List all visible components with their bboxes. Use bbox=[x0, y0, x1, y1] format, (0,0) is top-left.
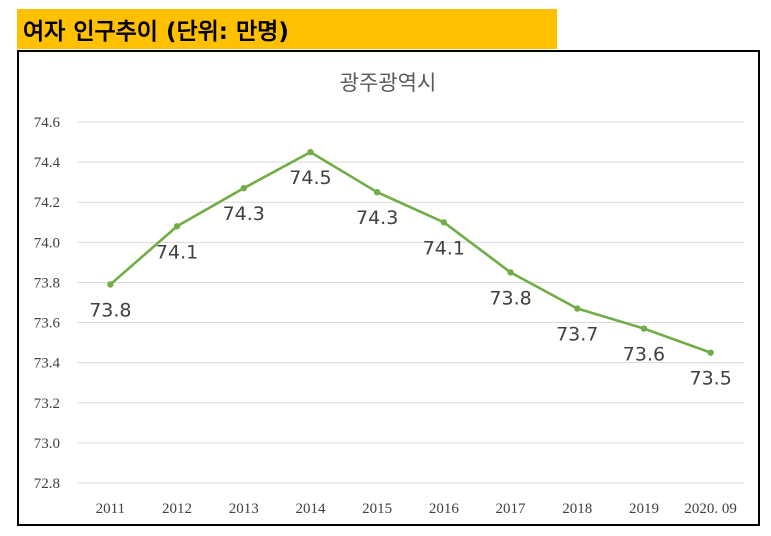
y-tick-label: 73.0 bbox=[34, 436, 60, 452]
y-tick-label: 74.4 bbox=[34, 155, 61, 171]
data-point bbox=[373, 188, 381, 196]
series-line bbox=[107, 148, 714, 356]
data-point bbox=[307, 148, 314, 156]
x-tick-label: 2020. 09 bbox=[684, 501, 737, 517]
x-tick-label: 2018 bbox=[562, 501, 592, 517]
data-point bbox=[507, 269, 514, 276]
y-tick-label: 74.6 bbox=[34, 115, 61, 131]
x-tick-label: 2016 bbox=[429, 501, 460, 517]
series-line-path bbox=[109, 150, 712, 354]
y-tick-label: 73.2 bbox=[34, 396, 60, 412]
x-axis: 2011 2012 2013 2014 2015 2016 2017 2018 2019 2020… bbox=[96, 501, 737, 517]
x-tick-label: 2014 bbox=[295, 501, 326, 517]
y-axis: 72.8 73.0 73.2 73.4 73.6 73.8 74.0 74.2 74.4 74.6 bbox=[34, 115, 61, 492]
data-label: 73.8 bbox=[489, 287, 531, 309]
data-point bbox=[173, 223, 181, 230]
x-tick-label: 2019 bbox=[629, 501, 659, 517]
data-label: 74.1 bbox=[156, 241, 198, 263]
data-label: 73.7 bbox=[556, 324, 598, 346]
x-tick-label: 2013 bbox=[229, 501, 259, 517]
x-tick-label: 2017 bbox=[496, 501, 527, 517]
data-point bbox=[240, 184, 247, 192]
y-tick-label: 72.8 bbox=[34, 476, 60, 492]
page-title: 여자 인구추이 (단위: 만명) bbox=[23, 19, 289, 45]
data-point bbox=[707, 349, 714, 356]
y-tick-label: 74.0 bbox=[34, 235, 60, 251]
data-label: 73.5 bbox=[689, 368, 731, 390]
data-label: 74.1 bbox=[423, 237, 465, 259]
x-tick-label: 2011 bbox=[96, 501, 125, 517]
header-bar: 여자 인구추이 (단위: 만명) bbox=[17, 9, 557, 49]
gridlines bbox=[77, 121, 744, 484]
y-tick-label: 73.6 bbox=[34, 316, 61, 332]
data-point bbox=[574, 305, 581, 312]
data-label: 73.8 bbox=[89, 299, 131, 321]
data-point bbox=[440, 219, 448, 226]
data-point bbox=[640, 325, 648, 332]
data-label: 73.6 bbox=[623, 344, 665, 366]
x-tick-label: 2015 bbox=[362, 501, 392, 517]
data-label: 74.5 bbox=[289, 167, 331, 189]
y-tick-label: 73.4 bbox=[34, 356, 61, 372]
y-tick-label: 73.8 bbox=[34, 275, 60, 291]
data-label: 74.3 bbox=[223, 203, 265, 225]
data-labels: 73.8 74.1 74.3 74.5 74.3 74.1 73.8 73.7 73.6 73.5 bbox=[89, 167, 732, 390]
y-tick-label: 74.2 bbox=[34, 195, 60, 211]
chart-frame bbox=[17, 50, 760, 526]
chart-title: 광주광역시 bbox=[340, 71, 437, 95]
x-tick-label: 2012 bbox=[162, 501, 192, 517]
data-label: 74.3 bbox=[356, 207, 398, 229]
data-point bbox=[107, 281, 114, 288]
